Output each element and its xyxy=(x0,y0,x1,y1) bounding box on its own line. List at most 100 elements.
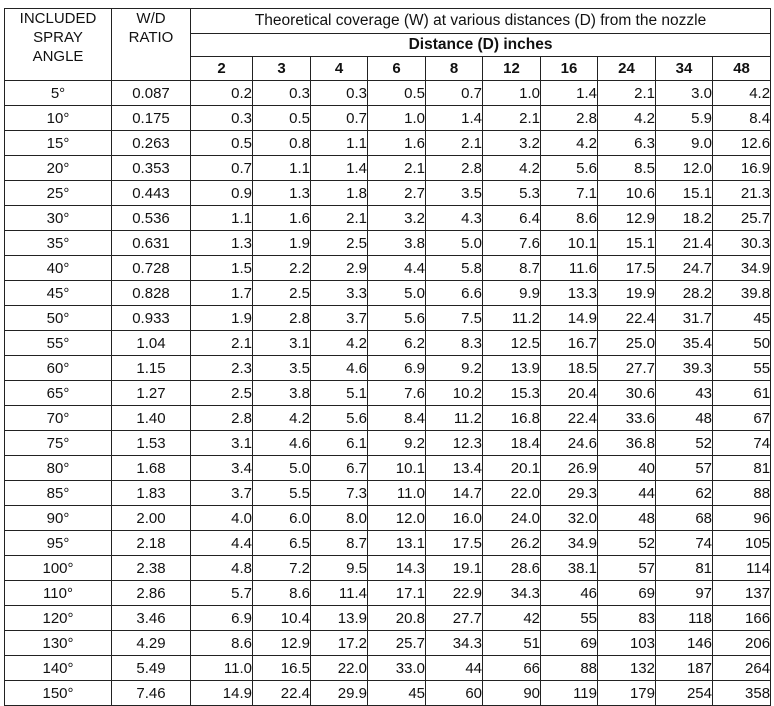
spray-angle-cell: 30° xyxy=(5,206,112,231)
coverage-cell: 61 xyxy=(713,381,771,406)
coverage-cell: 137 xyxy=(713,581,771,606)
coverage-cell: 2.3 xyxy=(191,356,253,381)
coverage-cell: 3.8 xyxy=(368,231,426,256)
coverage-cell: 24.7 xyxy=(656,256,713,281)
coverage-cell: 90 xyxy=(483,681,541,706)
coverage-cell: 44 xyxy=(426,656,483,681)
spray-angle-cell: 10° xyxy=(5,106,112,131)
coverage-cell: 81 xyxy=(656,556,713,581)
coverage-cell: 24.6 xyxy=(541,431,598,456)
table-row: 40° 0.728 1.5 2.2 2.9 4.4 5.8 8.7 11.6 17.5 24.7 34… xyxy=(5,256,771,281)
wd-ratio-cell: 0.443 xyxy=(112,181,191,206)
coverage-cell: 10.2 xyxy=(426,381,483,406)
coverage-cell: 14.9 xyxy=(191,681,253,706)
coverage-cell: 4.6 xyxy=(253,431,311,456)
coverage-cell: 8.6 xyxy=(541,206,598,231)
wd-ratio-cell: 0.631 xyxy=(112,231,191,256)
distance-header-cell: 4 xyxy=(311,57,368,81)
coverage-cell: 45 xyxy=(713,306,771,331)
coverage-cell: 7.3 xyxy=(311,481,368,506)
spray-angle-cell: 40° xyxy=(5,256,112,281)
coverage-cell: 2.8 xyxy=(253,306,311,331)
coverage-cell: 22.4 xyxy=(253,681,311,706)
coverage-cell: 9.5 xyxy=(311,556,368,581)
coverage-cell: 13.9 xyxy=(311,606,368,631)
wd-ratio-cell: 1.27 xyxy=(112,381,191,406)
coverage-cell: 4.2 xyxy=(311,331,368,356)
spray-angle-cell: 5° xyxy=(5,81,112,106)
coverage-cell: 25.0 xyxy=(598,331,656,356)
coverage-cell: 10.1 xyxy=(541,231,598,256)
coverage-cell: 187 xyxy=(656,656,713,681)
coverage-cell: 36.8 xyxy=(598,431,656,456)
wd-ratio-cell: 1.15 xyxy=(112,356,191,381)
coverage-cell: 8.4 xyxy=(713,106,771,131)
coverage-cell: 0.3 xyxy=(311,81,368,106)
coverage-cell: 11.0 xyxy=(368,481,426,506)
coverage-cell: 4.2 xyxy=(598,106,656,131)
table-row: 65° 1.27 2.5 3.8 5.1 7.6 10.2 15.3 20.4 30.6 43 61 xyxy=(5,381,771,406)
table-row: 30° 0.536 1.1 1.6 2.1 3.2 4.3 6.4 8.6 12.9 18.2 25.… xyxy=(5,206,771,231)
coverage-cell: 3.8 xyxy=(253,381,311,406)
coverage-cell: 1.1 xyxy=(253,156,311,181)
coverage-cell: 18.4 xyxy=(483,431,541,456)
table-title: Theoretical coverage (W) at various dist… xyxy=(191,9,771,34)
coverage-cell: 2.8 xyxy=(541,106,598,131)
coverage-cell: 5.3 xyxy=(483,181,541,206)
coverage-cell: 32.0 xyxy=(541,506,598,531)
coverage-cell: 16.8 xyxy=(483,406,541,431)
coverage-cell: 39.8 xyxy=(713,281,771,306)
coverage-cell: 3.7 xyxy=(311,306,368,331)
coverage-cell: 1.6 xyxy=(253,206,311,231)
coverage-cell: 105 xyxy=(713,531,771,556)
coverage-cell: 7.1 xyxy=(541,181,598,206)
coverage-cell: 0.3 xyxy=(191,106,253,131)
spray-angle-cell: 60° xyxy=(5,356,112,381)
coverage-cell: 254 xyxy=(656,681,713,706)
coverage-cell: 29.3 xyxy=(541,481,598,506)
coverage-cell: 3.2 xyxy=(483,131,541,156)
coverage-cell: 6.1 xyxy=(311,431,368,456)
coverage-cell: 6.9 xyxy=(368,356,426,381)
coverage-cell: 31.7 xyxy=(656,306,713,331)
coverage-cell: 97 xyxy=(656,581,713,606)
coverage-cell: 28.2 xyxy=(656,281,713,306)
coverage-cell: 3.1 xyxy=(253,331,311,356)
spray-angle-cell: 55° xyxy=(5,331,112,356)
table-row: 140° 5.49 11.0 16.5 22.0 33.0 44 66 88 132 187 264 xyxy=(5,656,771,681)
coverage-cell: 88 xyxy=(541,656,598,681)
coverage-cell: 6.0 xyxy=(253,506,311,531)
table-row: 90° 2.00 4.0 6.0 8.0 12.0 16.0 24.0 32.0 48 68 96 xyxy=(5,506,771,531)
coverage-cell: 4.4 xyxy=(368,256,426,281)
coverage-cell: 20.8 xyxy=(368,606,426,631)
coverage-cell: 2.1 xyxy=(368,156,426,181)
coverage-cell: 7.6 xyxy=(368,381,426,406)
coverage-cell: 1.9 xyxy=(191,306,253,331)
coverage-cell: 12.5 xyxy=(483,331,541,356)
coverage-cell: 118 xyxy=(656,606,713,631)
spray-angle-cell: 100° xyxy=(5,556,112,581)
coverage-cell: 11.4 xyxy=(311,581,368,606)
table-row: 15° 0.263 0.5 0.8 1.1 1.6 2.1 3.2 4.2 6.3 9.0 12.6 xyxy=(5,131,771,156)
coverage-cell: 74 xyxy=(656,531,713,556)
spray-angle-cell: 20° xyxy=(5,156,112,181)
coverage-cell: 18.5 xyxy=(541,356,598,381)
spray-angle-cell: 85° xyxy=(5,481,112,506)
coverage-cell: 0.7 xyxy=(191,156,253,181)
coverage-cell: 8.6 xyxy=(253,581,311,606)
coverage-cell: 2.1 xyxy=(426,131,483,156)
wd-ratio-cell: 1.40 xyxy=(112,406,191,431)
coverage-cell: 11.2 xyxy=(426,406,483,431)
wd-ratio-cell: 4.29 xyxy=(112,631,191,656)
coverage-cell: 0.2 xyxy=(191,81,253,106)
coverage-cell: 6.7 xyxy=(311,456,368,481)
wd-ratio-cell: 0.175 xyxy=(112,106,191,131)
spray-angle-cell: 35° xyxy=(5,231,112,256)
coverage-cell: 67 xyxy=(713,406,771,431)
coverage-cell: 2.5 xyxy=(191,381,253,406)
coverage-cell: 17.5 xyxy=(426,531,483,556)
spray-angle-cell: 50° xyxy=(5,306,112,331)
spray-angle-cell: 110° xyxy=(5,581,112,606)
table-row: 20° 0.353 0.7 1.1 1.4 2.1 2.8 4.2 5.6 8.5 12.0 16.9 xyxy=(5,156,771,181)
coverage-cell: 119 xyxy=(541,681,598,706)
